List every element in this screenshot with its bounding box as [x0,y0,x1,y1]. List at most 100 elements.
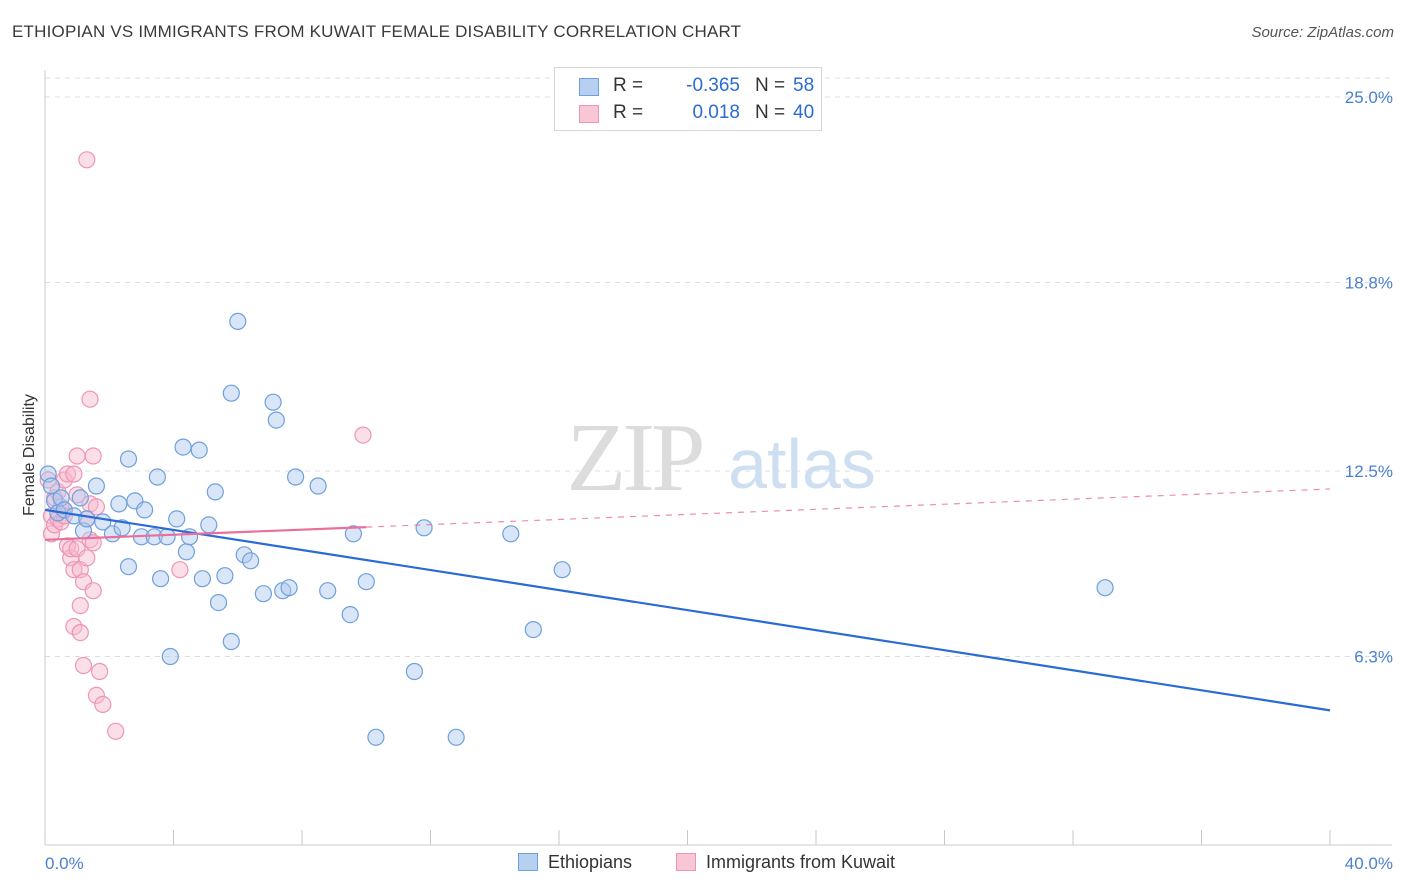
kuwait-point [90,662,109,681]
trend-lines [44,488,1331,712]
ethiopian-point [264,393,282,411]
ethiopian-point [136,501,154,519]
ethiopian-point [222,384,240,402]
ethiopian-point [235,546,253,564]
ethiopian-point [209,593,228,612]
ethiopian-point [502,525,520,543]
ethiopian-point [119,450,138,468]
ethiopian-point [229,312,247,330]
ethiopian-point [254,585,272,603]
kuwait-point [65,465,83,483]
ethiopian-point [87,477,106,495]
kuwait-point [81,531,99,549]
x-tick-label: 0.0% [45,854,84,873]
ethiopian-point [242,552,260,570]
kuwait-point [78,549,96,567]
ethiopian-point [161,647,179,666]
ethiopian-point [78,510,96,528]
kuwait-swatch [676,853,696,871]
ethiopian-point [319,582,337,600]
kuwait-point [78,151,96,169]
ethiopian-point [553,561,571,579]
x-tick-labels: 0.0% 40.0% [45,854,1393,873]
y-tick-label: 18.8% [1345,274,1393,293]
ethiopian-point [174,438,192,456]
legend-box: R = -0.365 N = 58 R = 0.018 N = 40 [554,67,822,131]
kuwait-point [58,465,77,483]
bottom-legend-label: Ethiopians [548,852,633,872]
watermark-zip: ZIP [567,404,702,512]
grid-lines [45,77,1392,658]
y-tick-label: 6.3% [1354,648,1393,667]
legend-n-value: 58 [793,75,815,96]
legend-n-label: N = [755,102,786,123]
ethiopian-point [341,605,359,624]
ethiopian-point [287,468,305,486]
ethiopian-point [344,525,362,543]
legend-n-value: 40 [793,102,815,123]
ethiopian-point [222,632,240,651]
ethiopian-point [216,567,234,585]
kuwait-point [87,498,106,516]
kuwait-point [87,686,106,705]
ethiopian-point [119,558,138,576]
kuwait-point [71,623,89,642]
bottom-legend-label: Immigrants from Kuwait [706,852,896,872]
kuwait-point [71,596,89,615]
kuwait-point [62,540,80,558]
ethiopian-point [193,570,211,588]
legend-n-label: N = [755,75,786,96]
kuwait-swatch [579,105,599,123]
chart-title: ETHIOPIAN VS IMMIGRANTS FROM KUWAIT FEMA… [12,22,742,41]
ethiopian-point [71,489,89,507]
y-tick-labels: 6.3% 12.5% 18.8% 25.0% [1345,88,1393,667]
bottom-legend-ethiopians: Ethiopians [518,852,632,873]
ethiopian-point [158,528,176,546]
legend-r-value: -0.365 [686,75,740,96]
ethiopian-point [177,543,195,561]
ethiopian-point [1096,579,1114,597]
kuwait-points [39,151,372,740]
ethiopian-point [148,468,166,486]
ethiopian-point [280,579,298,597]
kuwait-trend-line [44,526,367,541]
axes [44,70,1392,846]
ethiopian-point [110,495,128,513]
kuwait-point [94,695,112,714]
y-tick-label: 12.5% [1345,462,1393,481]
ethiopian-point [405,662,423,681]
ethiopian-point [447,728,465,746]
y-tick-label: 25.0% [1345,88,1393,107]
ethiopians-swatch [579,78,599,96]
kuwait-point [42,525,61,543]
kuwait-point [354,426,372,444]
source-label: Source: ZipAtlas.com [1251,24,1394,41]
legend-r-label: R = [613,102,644,123]
bottom-legend-kuwait: Immigrants from Kuwait [676,852,895,873]
kuwait-point [84,582,102,600]
kuwait-point [84,447,102,465]
kuwait-point [171,561,189,579]
ethiopian-point [524,620,542,639]
ethiopian-point [168,510,186,528]
watermark-atlas: atlas [728,425,876,503]
kuwait-point [107,722,125,740]
ethiopian-point [415,519,433,537]
ethiopian-point [309,477,327,495]
kuwait-point [65,561,83,579]
ethiopians-swatch [518,853,538,871]
kuwait-point [81,390,99,408]
ethiopian-points [39,312,1114,746]
kuwait-point [74,656,93,675]
ethiopian-point [190,441,208,459]
ethiopian-point [206,483,224,501]
watermark: ZIP atlas [567,404,876,512]
ethiopian-point [357,573,375,591]
kuwait-trend-line-extension [366,488,1331,528]
kuwait-point [65,617,83,636]
y-axis-label: Female Disability [21,394,38,516]
ethiopian-point [267,411,285,429]
ethiopian-point [200,516,218,534]
ethiopian-trend-line [44,508,1331,712]
